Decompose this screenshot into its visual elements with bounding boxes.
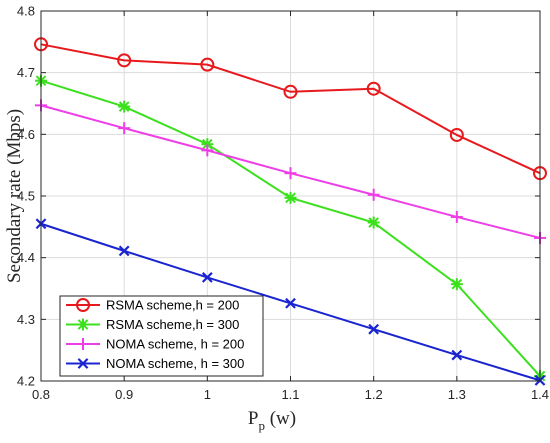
series-2 (35, 74, 546, 383)
data-point (118, 122, 131, 135)
x-tick-label: 1.3 (448, 387, 466, 402)
legend-entry-3: NOMA scheme, h = 200 (66, 337, 244, 352)
x-tick-label: 1.4 (531, 387, 549, 402)
x-tick-label: 1.2 (365, 387, 383, 402)
data-point (450, 278, 463, 291)
data-point (200, 57, 215, 72)
data-point (201, 272, 213, 283)
y-tick-label: 4.3 (17, 312, 35, 327)
x-tick-label: 0.8 (32, 387, 50, 402)
y-tick-label: 4.4 (17, 250, 35, 265)
data-point (285, 297, 296, 309)
x-axis-title-subscript: p (258, 418, 265, 433)
x-axis-title: Pp (w) (248, 408, 296, 433)
legend-label: RSMA scheme,h = 300 (106, 317, 239, 332)
legend: RSMA scheme,h = 200 RSMA scheme,h = 300 NO… (59, 295, 264, 377)
x-axis-title-unit: (w) (265, 408, 296, 429)
legend-marker (77, 358, 89, 369)
data-point (283, 84, 298, 99)
legend-label: NOMA scheme, h = 200 (106, 337, 244, 352)
legend-label: RSMA scheme,h = 200 (106, 298, 239, 313)
data-point (117, 53, 132, 68)
data-point (284, 167, 297, 180)
data-point (118, 245, 130, 257)
series-line (40, 43, 541, 175)
axis-ticks: 0.8 0.9 1 1.1 1.2 1.3 1.4 4.2 4.3 4.4 4.5 4.6 4.7 4.8 (17, 4, 549, 403)
y-tick-label: 4.8 (17, 4, 35, 19)
y-axis-title: Secondary rate (Mbps) (4, 109, 25, 283)
data-point (451, 349, 463, 361)
data-point (366, 81, 381, 96)
legend-marker (77, 318, 89, 331)
legend-label: NOMA scheme, h = 300 (106, 356, 244, 371)
legend-marker (76, 298, 90, 312)
legend-entry-1: RSMA scheme,h = 200 (66, 298, 239, 313)
data-point (284, 191, 297, 204)
y-tick-label: 4.5 (17, 189, 35, 204)
data-point (368, 323, 380, 335)
x-tick-label: 1 (204, 387, 211, 402)
data-point (367, 188, 380, 201)
data-point (450, 210, 463, 223)
legend-marker (77, 338, 89, 350)
y-tick-label: 4.2 (17, 374, 35, 389)
y-tick-label: 4.7 (17, 65, 35, 80)
x-tick-label: 1.1 (281, 387, 299, 402)
data-point (201, 144, 214, 157)
x-axis-title-main: P (248, 408, 259, 429)
data-point (449, 127, 464, 142)
legend-entry-4: NOMA scheme, h = 300 (66, 356, 244, 371)
y-tick-label: 4.6 (17, 127, 35, 142)
legend-entry-2: RSMA scheme,h = 300 (66, 317, 239, 332)
data-point (367, 216, 380, 229)
data-point (118, 100, 131, 113)
x-tick-label: 0.9 (115, 387, 133, 402)
